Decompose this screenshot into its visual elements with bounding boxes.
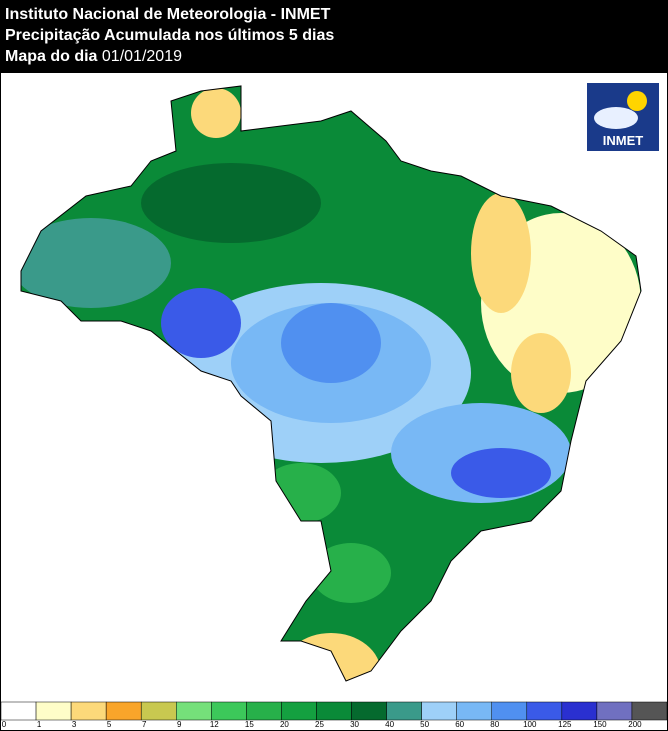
date-line: Mapa do dia 01/01/2019: [5, 46, 663, 67]
legend-tick-label: 3: [72, 720, 77, 729]
legend-swatch: [70, 701, 107, 721]
legend-tick-label: 125: [558, 720, 572, 729]
legend-tick-label: 150: [593, 720, 607, 729]
legend-tick-label: 30: [350, 720, 359, 729]
date-label: Mapa do dia: [5, 48, 98, 65]
legend-tick-label: 40: [385, 720, 394, 729]
legend-tick-label: 200: [628, 720, 642, 729]
legend-tick-label: 25: [315, 720, 324, 729]
legend-swatch: [176, 701, 212, 721]
subtitle: Precipitação Acumulada nos últimos 5 dia…: [5, 27, 335, 44]
legend-swatch: [351, 701, 387, 721]
legend-tick-label: 0: [2, 720, 7, 729]
legend-swatch: [211, 701, 247, 721]
legend-swatch: [386, 701, 422, 721]
legend-swatch: [1, 701, 37, 721]
legend-swatch: [140, 701, 177, 721]
legend-tick-label: 5: [107, 720, 112, 729]
legend-swatch: [246, 701, 282, 721]
legend-tick-label: 9: [177, 720, 182, 729]
map: INMET 0 1 3 5 7 9 12 15 20 25 30 40 50 60 80 100 125 150 2…: [1, 83, 667, 729]
date: 01/01/2019: [101, 48, 182, 65]
header: Instituto Nacional de Meteorologia - INM…: [1, 1, 667, 73]
legend: 0 1 3 5 7 9 12 15 20 25 30 40 50 60 80 100 125 150 200: [1, 701, 667, 729]
legend-tick-label: 60: [455, 720, 464, 729]
legend-swatch: [421, 701, 457, 721]
legend-tick-label: 7: [142, 720, 147, 729]
legend-swatch: [631, 701, 667, 721]
legend-tick-label: 15: [245, 720, 254, 729]
legend-swatch: [561, 701, 598, 721]
logo: INMET: [587, 83, 659, 151]
legend-swatch: [316, 701, 352, 721]
legend-swatch: [491, 701, 528, 721]
legend-tick-label: 80: [490, 720, 499, 729]
legend-swatch: [35, 701, 72, 721]
title: Instituto Nacional de Meteorologia - INM…: [5, 6, 331, 23]
legend-tick-label: 100: [523, 720, 537, 729]
legend-swatch: [456, 701, 492, 721]
legend-swatch: [526, 701, 563, 721]
legend-tick-label: 50: [420, 720, 429, 729]
legend-swatch: [105, 701, 142, 721]
legend-swatch: [281, 701, 317, 721]
legend-swatch: [596, 701, 633, 721]
legend-tick-label: 12: [210, 720, 219, 729]
logo-text: INMET: [603, 133, 644, 148]
precipitation-field: [21, 86, 641, 681]
legend-tick-label: 20: [280, 720, 289, 729]
legend-tick-label: 1: [37, 720, 42, 729]
